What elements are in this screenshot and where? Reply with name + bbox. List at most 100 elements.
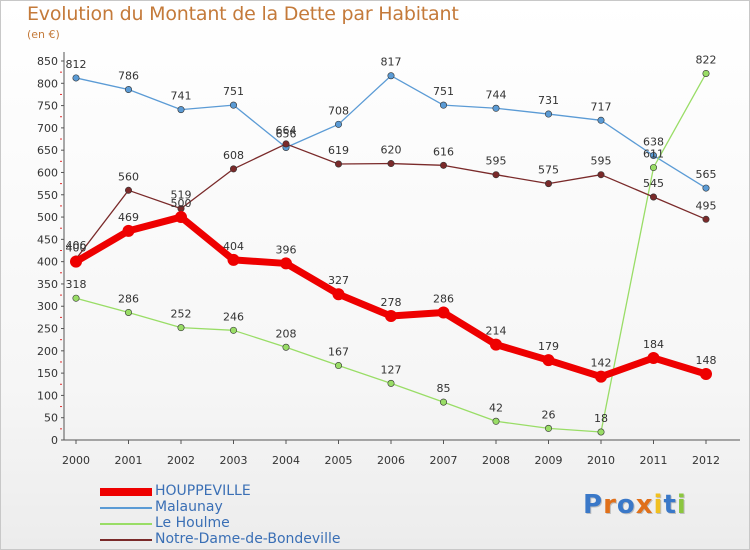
data-label: 327 — [328, 274, 349, 287]
y-tick-label: 800 — [37, 77, 58, 90]
data-point — [492, 104, 500, 112]
data-label: 495 — [696, 199, 717, 212]
data-point — [439, 161, 447, 169]
data-point — [597, 116, 605, 124]
y-minor-tick — [60, 93, 62, 95]
data-point — [125, 308, 133, 316]
data-label: 500 — [171, 197, 192, 210]
data-label: 148 — [696, 354, 717, 367]
data-label: 469 — [118, 211, 139, 224]
data-point — [332, 288, 345, 301]
legend-swatch — [100, 488, 152, 496]
data-label: 286 — [433, 292, 454, 305]
data-label: 717 — [591, 100, 612, 113]
y-tick-label: 850 — [37, 55, 58, 68]
data-point — [387, 72, 395, 80]
data-point — [334, 120, 342, 128]
data-point — [385, 310, 397, 323]
data-label: 404 — [223, 240, 244, 253]
legend-item: Le Houlme — [100, 515, 400, 532]
y-minor-tick — [60, 339, 62, 341]
x-tick-label: 2004 — [272, 454, 300, 467]
data-point — [230, 326, 238, 334]
data-label: 565 — [696, 168, 717, 181]
data-label: 519 — [171, 189, 192, 202]
y-minor-tick — [60, 316, 62, 318]
data-label: 744 — [486, 88, 507, 101]
data-label: 252 — [171, 308, 192, 321]
data-point — [649, 193, 657, 201]
data-point — [437, 306, 450, 319]
legend-item: HOUPPEVILLE — [100, 483, 400, 500]
legend-item: Notre-Dame-de-Bondeville — [100, 531, 400, 548]
logo-letter: i — [676, 490, 687, 520]
data-label: 812 — [66, 58, 87, 71]
y-minor-tick — [60, 116, 62, 118]
data-label: 620 — [381, 144, 402, 157]
data-point — [490, 338, 502, 351]
x-tick-label: 2007 — [430, 454, 458, 467]
y-minor-tick — [60, 383, 62, 385]
data-label: 184 — [643, 338, 664, 351]
logo-letter: P — [583, 490, 604, 520]
y-tick-label: 200 — [37, 345, 58, 358]
data-point — [227, 253, 240, 266]
data-point — [439, 101, 447, 109]
x-tick-label: 2009 — [535, 454, 563, 467]
data-label: 751 — [223, 85, 244, 98]
x-tick-label: 2005 — [325, 454, 353, 467]
data-label: 400 — [66, 242, 87, 255]
legend-label: Notre-Dame-de-Bondeville — [155, 531, 341, 547]
data-label: 595 — [486, 155, 507, 168]
data-label: 616 — [433, 145, 454, 158]
data-point — [649, 152, 657, 160]
data-point — [492, 417, 500, 425]
y-minor-tick — [60, 138, 62, 140]
y-tick-label: 550 — [37, 189, 58, 202]
data-point — [439, 398, 447, 406]
legend-label: Malaunay — [155, 499, 223, 515]
data-label: 664 — [276, 124, 297, 137]
y-minor-tick — [60, 361, 62, 363]
data-label: 208 — [276, 327, 297, 340]
data-label: 619 — [328, 144, 349, 157]
data-label: 656 — [276, 128, 297, 141]
y-tick-label: 450 — [37, 233, 58, 246]
data-label: 406 — [66, 239, 87, 252]
legend-swatch — [100, 507, 152, 509]
data-label: 731 — [538, 94, 559, 107]
y-minor-tick — [60, 205, 62, 207]
y-tick-label: 600 — [37, 166, 58, 179]
data-point — [177, 324, 185, 332]
y-minor-tick — [60, 71, 62, 73]
data-point — [70, 255, 82, 268]
data-label: 42 — [489, 401, 503, 414]
data-label: 611 — [643, 148, 664, 161]
chart-subtitle: (en €) — [27, 28, 60, 41]
data-point — [492, 171, 500, 179]
data-label: 817 — [381, 56, 402, 69]
data-label: 127 — [381, 363, 402, 376]
legend-swatch — [100, 523, 152, 525]
x-tick-label: 2010 — [587, 454, 615, 467]
y-tick-label: 400 — [37, 256, 58, 269]
y-minor-tick — [60, 227, 62, 229]
data-label: 214 — [486, 325, 507, 338]
data-label: 318 — [66, 278, 87, 291]
data-point — [280, 257, 292, 270]
data-point — [72, 294, 80, 302]
y-minor-tick — [60, 406, 62, 408]
data-point — [649, 164, 657, 172]
data-point — [282, 140, 290, 148]
data-point — [230, 165, 238, 173]
data-point — [175, 211, 187, 224]
data-point — [544, 110, 552, 118]
data-label: 85 — [437, 382, 451, 395]
data-point — [647, 351, 660, 364]
data-label: 26 — [542, 408, 556, 421]
data-point — [597, 428, 605, 436]
data-point — [125, 86, 133, 94]
x-tick-label: 2011 — [640, 454, 668, 467]
data-point — [177, 106, 185, 114]
